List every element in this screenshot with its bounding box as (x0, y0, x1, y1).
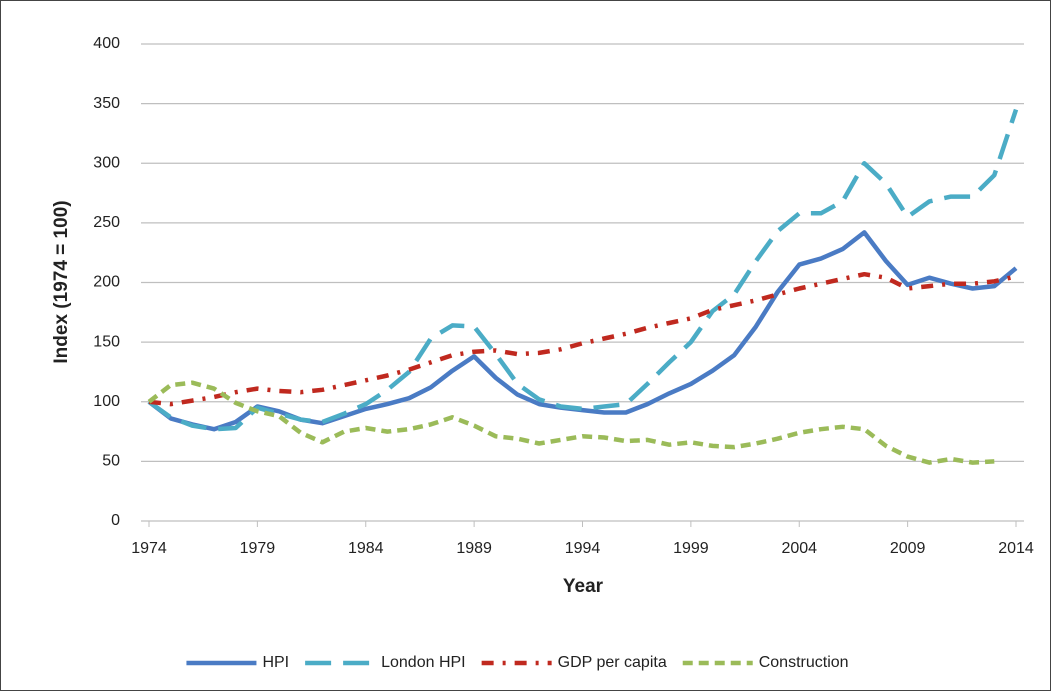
y-tick-label: 100 (93, 393, 120, 410)
data-line (147, 380, 995, 465)
y-tick-label: 350 (93, 95, 120, 112)
x-tick-label: 1974 (131, 540, 167, 557)
y-tick-label: 300 (93, 154, 120, 171)
x-tick-label: 2014 (998, 540, 1034, 557)
y-tick-label: 400 (93, 35, 120, 52)
y-tick-label: 0 (111, 512, 120, 529)
y-tick-label: 200 (93, 274, 120, 291)
x-axis-title: Year (563, 576, 604, 597)
x-tick-label: 1979 (240, 540, 276, 557)
y-tick-label: 250 (93, 214, 120, 231)
y-axis-title: Index (1974 = 100) (51, 200, 72, 363)
legend-label: London HPI (381, 654, 466, 671)
x-tick-label: 2004 (781, 540, 817, 557)
legend-label: HPI (262, 654, 289, 671)
y-tick-label: 50 (102, 453, 120, 470)
x-tick-label: 1994 (565, 540, 601, 557)
legend-label: Construction (759, 654, 849, 671)
data-line (147, 108, 1019, 432)
y-tick-label: 150 (93, 333, 120, 350)
legend-label: GDP per capita (558, 654, 667, 671)
x-tick-label: 1989 (456, 540, 492, 557)
x-tick-label: 1984 (348, 540, 384, 557)
x-tick-label: 1999 (673, 540, 709, 557)
x-tick-label: 2009 (890, 540, 926, 557)
